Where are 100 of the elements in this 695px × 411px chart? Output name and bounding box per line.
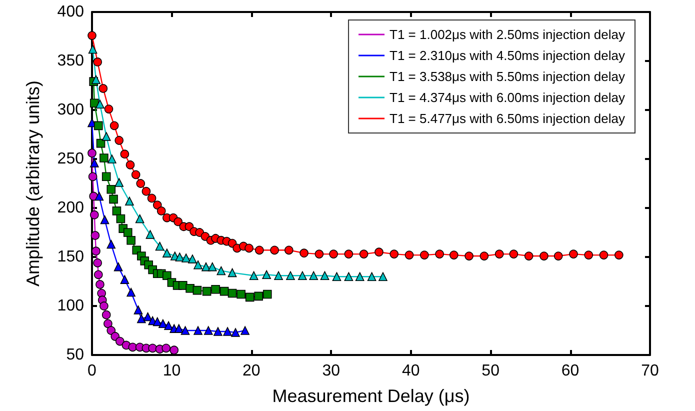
point [208,262,217,272]
point [367,272,376,281]
point [599,250,608,260]
point [158,319,168,328]
point [223,327,232,336]
point [332,272,342,281]
point [88,31,96,40]
point [92,246,100,256]
legend-label: T1 = 5.477μs with 6.50ms injection delay [390,111,626,126]
point [300,248,308,258]
point [494,250,504,258]
point [126,160,135,170]
point [109,194,118,204]
point [249,271,258,280]
point [524,252,534,260]
point [174,217,182,226]
legend-label: T1 = 2.310μs with 4.50ms injection delay [390,48,626,63]
point [450,250,458,260]
point [114,262,123,272]
point [202,286,212,296]
point [284,246,294,255]
point [540,252,548,260]
point [240,326,250,335]
point [180,326,190,335]
point [147,194,156,203]
point [355,272,364,281]
point [104,319,112,328]
point [569,250,578,258]
point [245,292,254,302]
y-tick-label: 100 [57,298,84,314]
y-tick-label: 250 [57,150,84,168]
point [146,230,155,239]
point [194,326,202,335]
point [131,170,140,180]
point [123,228,132,237]
point [404,250,414,260]
point [152,200,162,210]
point [228,268,237,278]
point [137,314,146,324]
point [216,266,226,276]
point [106,326,116,335]
point [106,184,116,194]
point [175,252,184,262]
point [88,148,96,158]
x-tick-label: 60 [561,362,580,380]
point [94,121,103,130]
point [162,248,172,258]
y-axis-title: Amplitude (arbitrary units) [23,80,43,287]
point [162,344,171,353]
point [554,252,563,260]
point [96,100,104,109]
point [90,210,99,220]
point [298,271,307,280]
legend-label: T1 = 4.374μs with 6.00ms injection delay [390,90,626,105]
point [108,154,116,164]
point [98,84,108,93]
point [148,344,157,353]
point [274,271,283,280]
y-tick-label: 350 [57,52,84,70]
point [92,75,100,84]
point [94,192,104,201]
point [309,271,318,280]
point [211,284,220,294]
point [254,292,264,301]
legend-label: T1 = 3.538μs with 5.50ms injection delay [390,69,626,84]
point [270,246,279,255]
y-tick-label: 150 [57,248,84,266]
point [142,186,151,196]
point [390,250,399,258]
point [164,321,173,330]
point [152,317,162,326]
point [110,121,119,130]
point [116,336,124,346]
point [135,214,144,224]
point [102,172,111,182]
point [100,215,110,224]
x-tick-label: 20 [242,362,260,380]
point [314,250,324,258]
point [320,271,330,280]
x-tick-label: 40 [402,362,420,380]
point [192,286,202,295]
point [509,250,518,258]
point [126,288,136,297]
point [96,280,104,289]
point [204,326,213,335]
point [435,250,444,258]
x-axis-title: Measurement Delay (μs) [272,386,470,406]
point [182,254,190,262]
point [143,312,152,322]
x-tick-label: 50 [482,362,500,380]
point [228,288,237,298]
point [93,58,102,66]
point [262,270,271,280]
point [244,244,254,253]
point [231,328,240,337]
y-tick-label: 200 [57,200,84,216]
x-tick-label: 30 [322,362,340,380]
point [116,214,126,224]
point [374,248,384,256]
point [125,196,134,206]
